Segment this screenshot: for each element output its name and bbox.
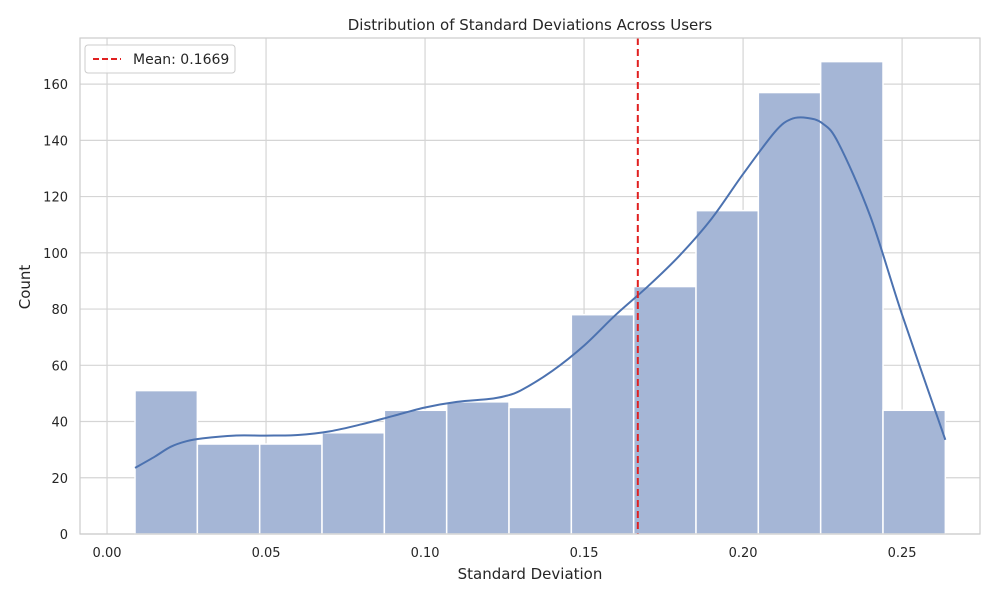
- x-tick-labels: 0.00 0.05 0.10 0.15 0.20 0.25: [93, 546, 917, 561]
- histogram-bar: [819, 60, 884, 535]
- histogram-bar: [632, 285, 697, 535]
- y-tick-label: 160: [43, 78, 68, 93]
- histogram-bar: [695, 209, 760, 535]
- histogram-bar: [508, 406, 573, 535]
- y-tick-label: 140: [43, 134, 68, 149]
- x-tick-label: 0.10: [411, 546, 440, 561]
- x-tick-label: 0.20: [729, 546, 758, 561]
- legend-box: [84, 44, 236, 74]
- legend: Mean: 0.1669: [84, 44, 236, 74]
- histogram-bar: [258, 443, 323, 535]
- x-tick-label: 0.05: [252, 546, 281, 561]
- y-tick-label: 80: [51, 303, 68, 318]
- x-tick-label: 0.00: [93, 546, 122, 561]
- histogram-bar: [196, 443, 261, 535]
- x-axis-label: Standard Deviation: [458, 565, 603, 583]
- y-tick-label: 60: [51, 359, 68, 374]
- legend-mean-label: Mean: 0.1669: [133, 52, 229, 68]
- y-tick-label: 0: [60, 528, 68, 543]
- histogram-bar: [570, 313, 635, 535]
- kde-curve: [134, 116, 947, 469]
- chart-title: Distribution of Standard Deviations Acro…: [348, 16, 713, 34]
- y-tick-label: 20: [51, 472, 68, 487]
- y-tick-label: 40: [51, 416, 68, 431]
- histogram-bar: [757, 91, 822, 535]
- y-axis-label: Count: [16, 265, 34, 310]
- x-tick-label: 0.25: [888, 546, 917, 561]
- histogram-bar: [445, 401, 510, 535]
- histogram-bar: [383, 409, 448, 535]
- y-tick-labels: 0 20 40 60 80 100 120 140 160: [43, 78, 68, 543]
- plot-frame: [79, 37, 981, 535]
- x-tick-label: 0.15: [570, 546, 599, 561]
- y-tick-label: 100: [43, 247, 68, 262]
- histogram-bar: [321, 432, 386, 535]
- histogram-bars: [134, 60, 947, 535]
- kde-curve-layer: [134, 116, 947, 469]
- y-tick-label: 120: [43, 191, 68, 206]
- histogram-bar: [882, 409, 947, 535]
